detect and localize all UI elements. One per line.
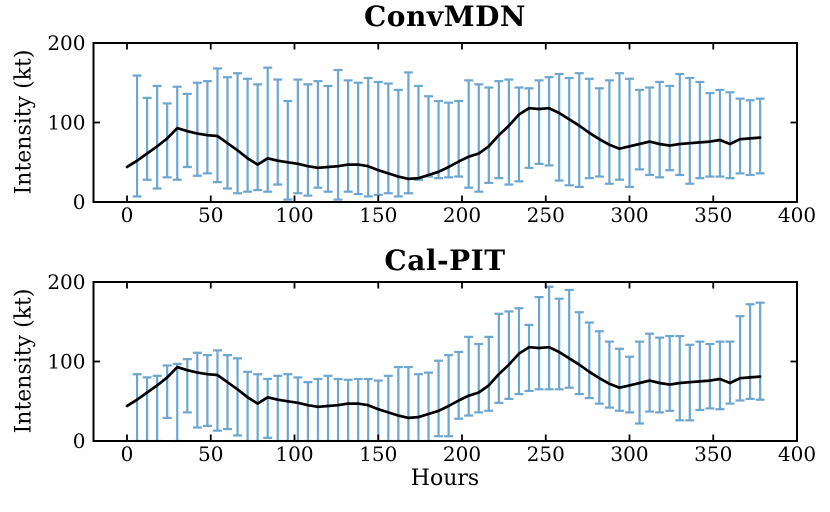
errorbars bbox=[132, 285, 765, 443]
tick-marks bbox=[93, 281, 798, 442]
axes-spines bbox=[92, 281, 798, 442]
chart-title-convmdn: ConvMDN bbox=[364, 0, 526, 33]
x-tick-label: 100 bbox=[275, 203, 313, 227]
x-tick-label: 350 bbox=[694, 442, 732, 466]
y-tick-label: 100 bbox=[47, 350, 85, 374]
x-tick-label: 250 bbox=[527, 203, 565, 227]
x-tick-label: 400 bbox=[778, 203, 816, 227]
x-tick-label: 0 bbox=[121, 442, 134, 466]
x-tick-label: 0 bbox=[121, 203, 134, 227]
x-tick-label: 300 bbox=[610, 442, 648, 466]
chart-title-calpit: Cal-PIT bbox=[384, 244, 506, 277]
ylabel-calpit: Intensity (kt) bbox=[11, 288, 37, 434]
subplot-calpit: 0 50 100 150 200 250 300 350 400 0 100 200 bbox=[47, 270, 816, 466]
tick-marks bbox=[93, 42, 798, 203]
x-tick-label: 300 bbox=[610, 203, 648, 227]
x-tick-label: 150 bbox=[359, 442, 397, 466]
y-tick-label: 200 bbox=[47, 31, 85, 55]
subplot-convmdn: 0 50 100 150 200 250 300 350 400 0 100 200 bbox=[47, 31, 816, 227]
xlabel-hours: Hours bbox=[410, 466, 480, 491]
x-tick-label: 400 bbox=[778, 442, 816, 466]
x-tick-label: 250 bbox=[527, 442, 565, 466]
x-tick-label: 350 bbox=[694, 203, 732, 227]
x-tick-label: 150 bbox=[359, 203, 397, 227]
x-tick-label: 100 bbox=[275, 442, 313, 466]
tick-labels: 0 50 100 150 200 250 300 350 400 0 100 200 bbox=[47, 31, 816, 227]
ylabel-convmdn: Intensity (kt) bbox=[11, 49, 37, 195]
x-tick-label: 200 bbox=[443, 203, 481, 227]
errorbars bbox=[132, 66, 765, 201]
x-tick-label: 200 bbox=[443, 442, 481, 466]
y-tick-label: 200 bbox=[47, 270, 85, 294]
y-tick-label: 0 bbox=[73, 429, 86, 453]
tick-labels: 0 50 100 150 200 250 300 350 400 0 100 200 bbox=[47, 270, 816, 466]
intensity-line bbox=[125, 106, 762, 181]
y-tick-label: 100 bbox=[47, 111, 85, 135]
y-tick-label: 0 bbox=[73, 190, 86, 214]
intensity-line bbox=[125, 345, 762, 420]
x-tick-label: 50 bbox=[198, 442, 223, 466]
x-tick-label: 50 bbox=[198, 203, 223, 227]
